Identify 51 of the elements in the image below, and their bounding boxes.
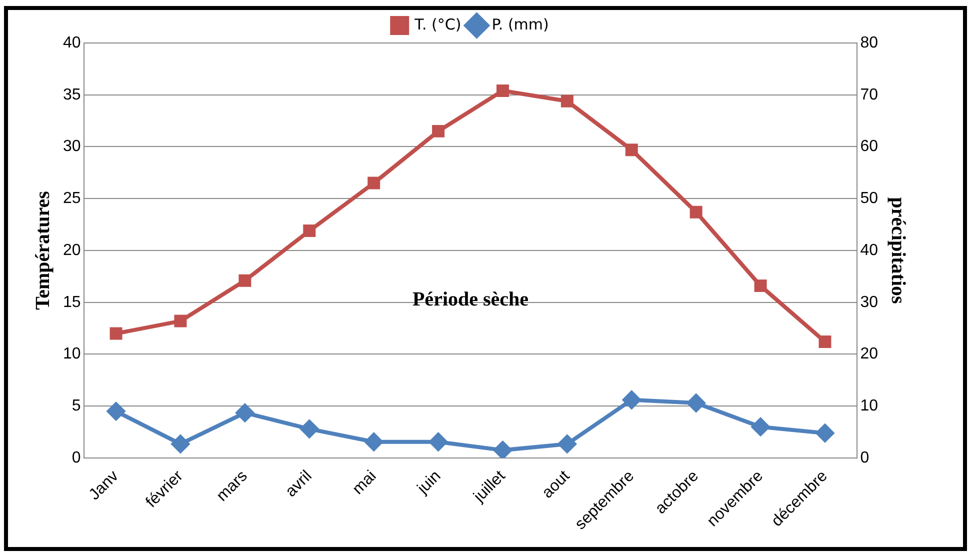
x-tick-label: avril [282, 468, 316, 500]
point [754, 280, 767, 292]
y-tick-label: 0 [72, 449, 81, 466]
x-tick-label: mai [350, 468, 380, 498]
y-tick-label: 30 [63, 138, 81, 156]
point [560, 94, 574, 108]
y2-tick-label: 10 [860, 398, 878, 415]
point [816, 424, 834, 442]
x-tick-label: juin [414, 468, 444, 498]
point [496, 84, 509, 97]
point [110, 327, 122, 340]
point [752, 418, 770, 436]
point [818, 336, 832, 348]
y-tick-label: 40 [63, 34, 81, 52]
point [690, 206, 702, 218]
y-tick-label: 15 [63, 294, 81, 311]
point [494, 441, 512, 458]
y-tick-label: 35 [63, 86, 81, 104]
point [107, 402, 126, 420]
point [364, 432, 383, 451]
y2-axis-title: précipitatios [886, 197, 909, 304]
legend-label: T. (°C) [414, 15, 462, 34]
y2-tick-label: 70 [860, 86, 878, 104]
y2-tick-label: 20 [860, 346, 878, 363]
point [238, 274, 252, 287]
point [687, 394, 706, 412]
y2-tick-label: 0 [860, 449, 870, 466]
point [174, 314, 187, 328]
y2-tick-label: 50 [860, 190, 878, 208]
point [558, 434, 576, 453]
annotation: Période sèche [412, 288, 529, 310]
point [622, 390, 641, 409]
point [625, 144, 638, 156]
point [368, 176, 380, 190]
point [303, 224, 316, 238]
y2-tick-label: 40 [860, 242, 878, 259]
legend-label: P. (mm) [492, 15, 549, 34]
point [236, 404, 254, 422]
y-tick-label: 10 [63, 346, 81, 363]
y-tick-label: 5 [72, 398, 81, 415]
point [432, 124, 445, 138]
y2-tick-label: 60 [860, 138, 878, 156]
y2-tick-label: 30 [860, 294, 878, 311]
x-tick-label: aout [539, 467, 574, 502]
point [300, 420, 318, 438]
point [171, 434, 190, 453]
point [429, 432, 448, 451]
y2-tick-label: 80 [860, 34, 878, 52]
y-tick-label: 25 [63, 190, 81, 208]
y-tick-label: 20 [63, 242, 81, 259]
y-axis-title: Températures [32, 190, 54, 310]
